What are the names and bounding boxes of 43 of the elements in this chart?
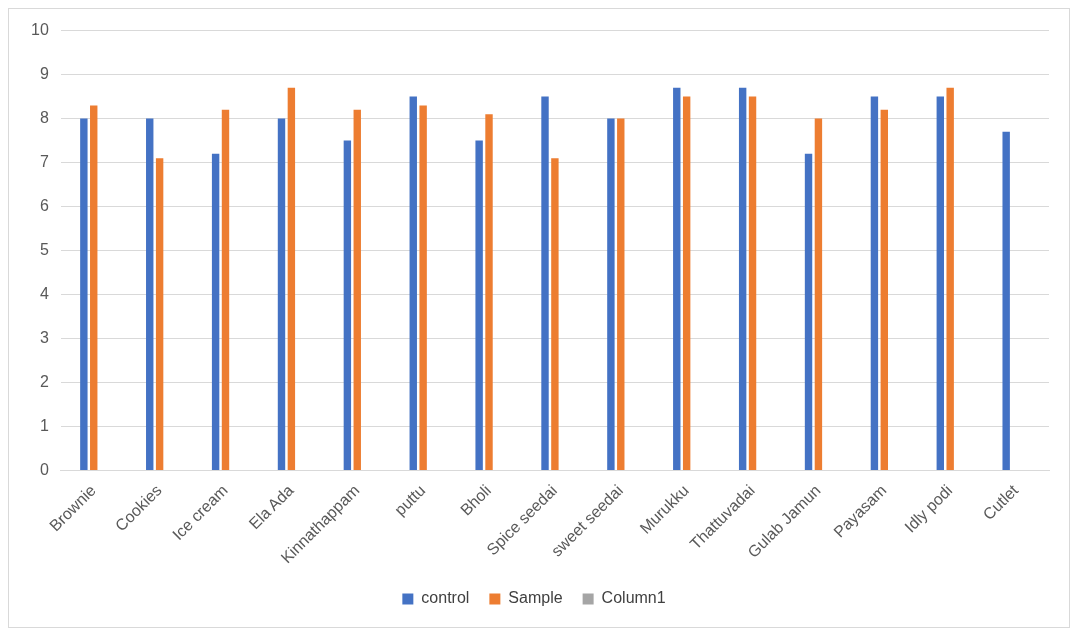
y-tick-label: 1 [39,416,49,434]
y-tick-label: 2 [39,372,49,390]
bar [880,109,889,470]
bar [607,118,615,470]
legend-label: Sample [508,589,563,607]
bar [409,96,417,470]
bar [419,105,427,470]
y-tick-label: 8 [39,108,49,126]
bar [617,118,625,470]
bar [551,158,559,470]
legend-label: Column1 [601,589,666,607]
y-tick-label: 5 [39,240,49,258]
bar [353,109,361,470]
legend-label: control [421,589,470,607]
y-tick-label: 0 [39,460,49,478]
bar [277,118,286,470]
bar [485,114,493,470]
bar [475,140,483,470]
bar [738,87,747,470]
bar [946,87,954,470]
bar [287,87,296,470]
bar [80,118,88,470]
y-tick-label: 7 [39,152,49,170]
bar [90,105,98,470]
bar [211,153,220,470]
bar [155,158,164,470]
bar [936,96,944,470]
y-tick-label: 10 [31,21,49,39]
bar [673,87,681,470]
bar [682,96,691,470]
y-tick-label: 3 [39,328,49,346]
y-tick-label: 6 [39,196,49,214]
bar [870,96,879,470]
bar [146,118,154,470]
bar [221,109,230,470]
bar [1002,131,1010,470]
y-tick-label: 9 [39,64,49,82]
y-tick-label: 4 [39,284,49,302]
bar [541,96,549,470]
bar [804,153,813,470]
bar [748,96,757,470]
bar [343,140,352,470]
bar [814,118,823,470]
